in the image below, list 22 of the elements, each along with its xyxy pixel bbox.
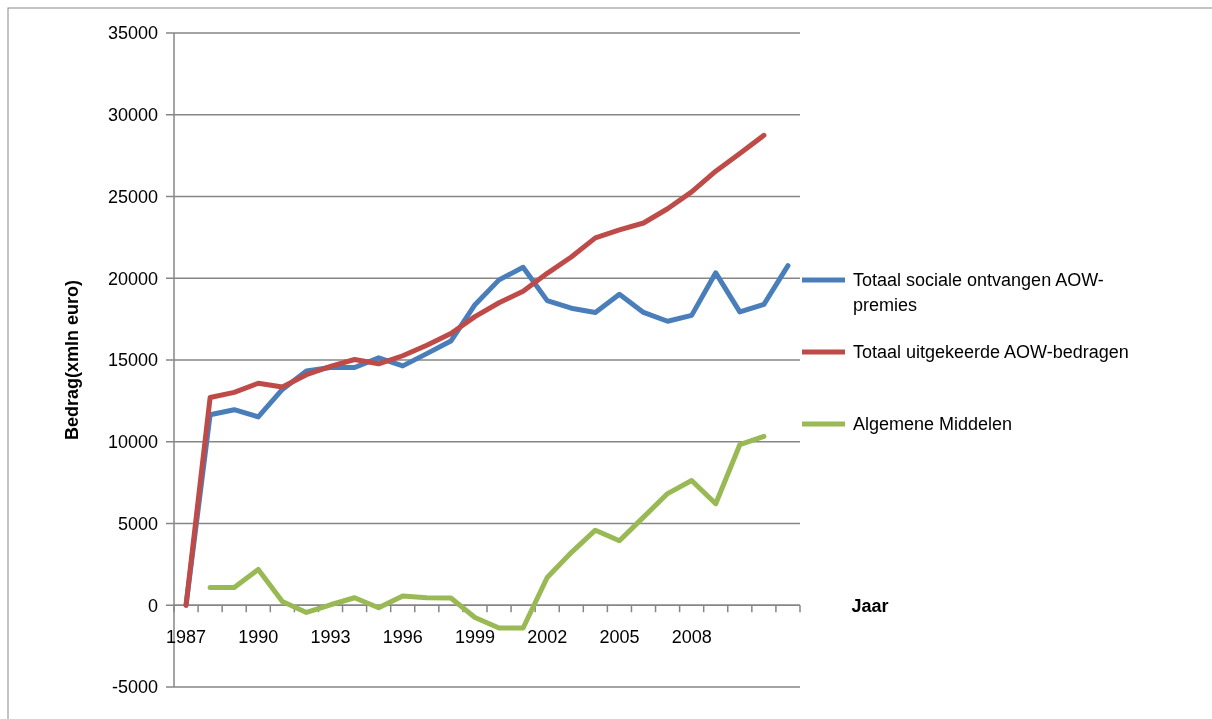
y-tick-label: -5000 <box>111 677 158 698</box>
y-tick-label: 15000 <box>107 350 158 371</box>
x-axis-title: Jaar <box>851 596 889 617</box>
y-tick-label: 20000 <box>107 268 158 289</box>
y-tick-label: 5000 <box>117 513 158 534</box>
legend-label: Totaal uitgekeerde AOW-bedragen <box>853 342 1129 362</box>
x-tick-label: 1996 <box>382 627 423 648</box>
x-tick-label: 2008 <box>671 627 712 648</box>
y-tick-label: 10000 <box>107 432 158 453</box>
x-tick-label: 1993 <box>310 627 351 648</box>
x-tick-label: 1990 <box>238 627 279 648</box>
legend-label: Totaal sociale ontvangen AOW-premies <box>853 270 1104 315</box>
x-tick-label: 2002 <box>527 627 568 648</box>
y-tick-label: 0 <box>147 595 158 616</box>
y-tick-label: 30000 <box>107 105 158 126</box>
y-tick-label: 25000 <box>107 186 158 207</box>
y-tick-label: 35000 <box>107 23 158 44</box>
legend-label: Algemene Middelen <box>853 414 1013 434</box>
x-tick-label: 1999 <box>454 627 495 648</box>
x-tick-label: 2005 <box>599 627 640 648</box>
y-axis-title: Bedrag(xmln euro) <box>62 279 82 441</box>
x-tick-label: 1987 <box>166 627 207 648</box>
